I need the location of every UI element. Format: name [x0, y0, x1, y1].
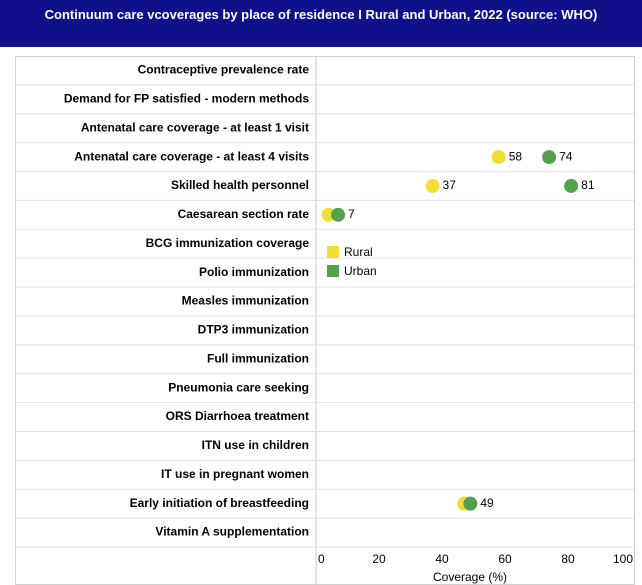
category-label: Vitamin A supplementation: [155, 525, 309, 539]
data-label: 81: [581, 178, 595, 192]
x-tick-label: 80: [561, 552, 575, 566]
x-tick-label: 20: [372, 552, 386, 566]
category-label: Polio immunization: [199, 265, 309, 279]
category-label: Antenatal care coverage - at least 4 vis…: [74, 149, 309, 163]
chart-title: Continuum care vcoverages by place of re…: [44, 7, 598, 22]
category-label: Early initiation of breastfeeding: [130, 496, 309, 510]
category-label: Measles immunization: [182, 294, 309, 308]
category-label: ITN use in children: [202, 438, 309, 452]
category-label: Contraceptive prevalence rate: [138, 63, 310, 77]
frame: [15, 56, 635, 585]
dot: [331, 207, 346, 222]
data-label: 58: [509, 149, 523, 163]
legend-swatch: [327, 246, 339, 258]
category-label: ORS Diarrhoea treatment: [166, 409, 309, 423]
category-label: Demand for FP satisfied - modern methods: [64, 91, 309, 105]
data-label: 7: [348, 207, 355, 221]
category-label: BCG immunization coverage: [146, 236, 310, 250]
title-bar: [0, 0, 642, 47]
x-tick-label: 0: [318, 552, 325, 566]
data-label: 74: [559, 149, 573, 163]
category-label: Caesarean section rate: [178, 207, 310, 221]
legend-label: Rural: [344, 245, 373, 259]
x-axis-label: Coverage (%): [433, 570, 507, 584]
dot: [542, 150, 557, 165]
category-label: Antenatal care coverage - at least 1 vis…: [81, 120, 309, 134]
data-label: 37: [443, 178, 457, 192]
dot: [564, 178, 579, 193]
category-label: IT use in pregnant women: [161, 467, 309, 481]
dot: [491, 150, 506, 165]
category-label: Pneumonia care seeking: [168, 380, 309, 394]
title-box: Continuum care vcoverages by place of re…: [44, 7, 598, 22]
category-label: Skilled health personnel: [171, 178, 309, 192]
x-tick-label: 40: [435, 552, 449, 566]
x-tick-label: 100: [613, 552, 633, 566]
legend-label: Urban: [344, 264, 377, 278]
x-tick-label: 60: [498, 552, 512, 566]
category-label: DTP3 immunization: [198, 323, 309, 337]
dot: [463, 496, 478, 511]
data-label: 49: [480, 496, 494, 510]
dot: [425, 178, 440, 193]
legend-swatch: [327, 265, 339, 277]
category-label: Full immunization: [207, 351, 309, 365]
